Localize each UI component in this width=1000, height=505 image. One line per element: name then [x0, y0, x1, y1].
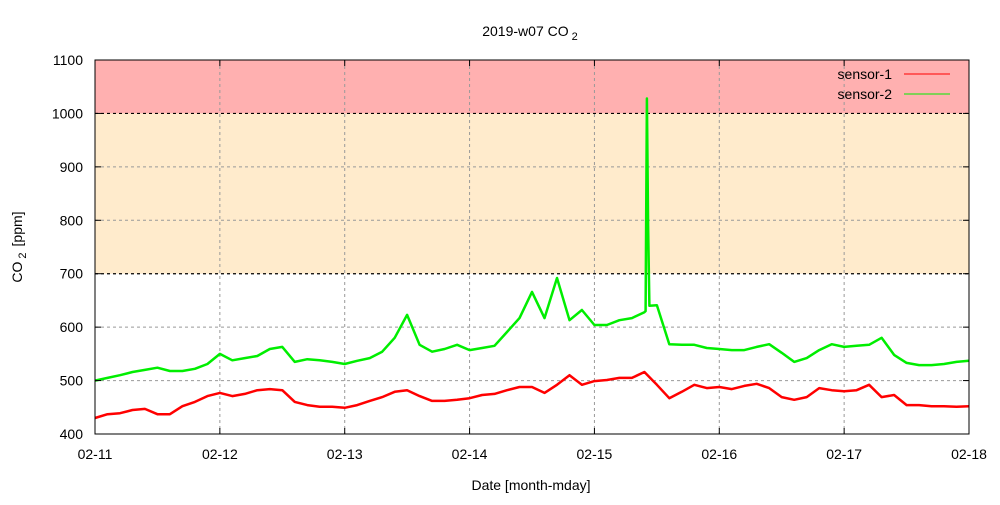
x-tick-label: 02-12 [202, 446, 238, 462]
x-tick-label: 02-11 [78, 446, 113, 462]
chart-title: 2019-w07 CO 2 [482, 23, 578, 43]
y-tick-label: 700 [60, 266, 84, 282]
y-axis-label: CO2[ppm] [9, 211, 29, 282]
series-line-sensor-1 [94, 370, 970, 420]
x-tick-label: 02-13 [327, 446, 363, 462]
legend-label-sensor-2: sensor-2 [838, 86, 893, 102]
y-tick-label: 500 [60, 373, 84, 389]
x-tick-label: 02-16 [701, 446, 737, 462]
y-tick-label: 1000 [52, 105, 83, 121]
x-tick-label: 02-15 [577, 446, 613, 462]
y-tick-label: 900 [60, 159, 84, 175]
x-tick-label: 02-18 [951, 446, 987, 462]
series-line-sensor-2 [94, 97, 970, 382]
band-700-1000 [95, 113, 969, 274]
y-tick-label: 600 [60, 319, 84, 335]
x-tick-label: 02-17 [826, 446, 862, 462]
y-tick-label: 800 [60, 212, 84, 228]
grid-lines [95, 60, 969, 434]
y-tick-label: 1100 [53, 52, 83, 68]
threshold-bands [95, 60, 969, 274]
series-lines [94, 97, 970, 420]
plot-frame [94, 59, 970, 435]
band-1000-1100 [95, 60, 969, 114]
x-tick-label: 02-14 [452, 446, 488, 462]
x-axis-label: Date [month-mday] [471, 477, 590, 493]
y-tick-label: 400 [60, 426, 84, 442]
axis-ticks: 400 500 600 700 800 900 1000 1100 02-11 02-12 02-1… [52, 52, 987, 462]
legend-label-sensor-1: sensor-1 [838, 66, 893, 82]
legend: sensor-1 sensor-2 [838, 66, 950, 102]
